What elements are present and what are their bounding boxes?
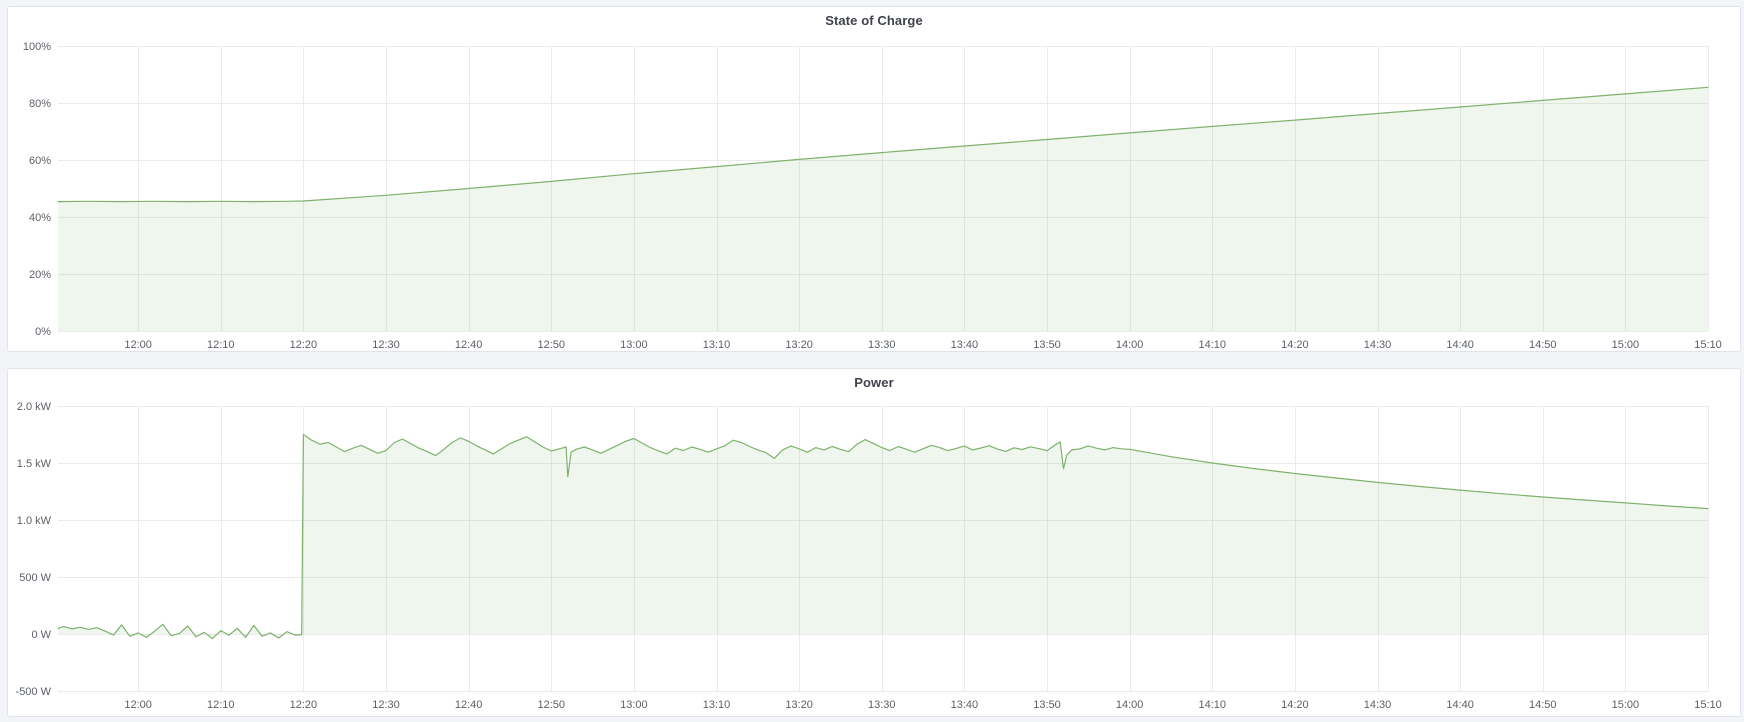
x-tick-label: 14:00 [1116,339,1144,351]
y-tick-label: 1.0 kW [17,515,52,527]
x-tick-label: 14:50 [1529,339,1557,351]
x-tick-label: 12:10 [207,339,235,351]
x-tick-label: 13:00 [620,699,648,711]
y-tick-label: 100% [23,41,51,53]
panel-title-state-of-charge[interactable]: State of Charge [825,13,923,28]
x-tick-label: 14:30 [1364,699,1392,711]
x-tick-label: 12:10 [207,699,235,711]
x-tick-label: 13:50 [1033,699,1061,711]
x-tick-label: 15:10 [1694,699,1722,711]
y-tick-label: 2.0 kW [17,401,52,413]
x-tick-label: 12:20 [290,339,318,351]
x-tick-label: 12:20 [290,699,318,711]
x-tick-label: 14:20 [1281,699,1309,711]
x-tick-label: 15:10 [1694,339,1722,351]
x-tick-label: 12:30 [372,339,400,351]
x-tick-label: 13:20 [785,339,813,351]
power-chart[interactable]: -500 W 0 W 500 W 1.0 kW 1.5 kW 2.0 kW 12:00 12:… [8,369,1740,716]
series-area [58,87,1708,331]
series-area [58,434,1708,639]
axis-labels: -500 W 0 W 500 W 1.0 kW 1.5 kW 2.0 kW 12:00 12:… [16,401,1722,711]
x-tick-label: 15:00 [1612,699,1640,711]
x-tick-label: 12:50 [537,699,565,711]
x-tick-label: 13:10 [703,339,731,351]
x-tick-label: 14:10 [1198,699,1226,711]
gridlines [58,406,1709,692]
y-tick-label: 60% [29,155,51,167]
x-tick-label: 13:00 [620,339,648,351]
x-tick-label: 14:10 [1198,339,1226,351]
y-tick-label: -500 W [16,686,52,698]
state-of-charge-chart[interactable]: 0% 20% 40% 60% 80% 100% 12:00 12:10 12:20 12:30 12… [8,7,1740,351]
panel-title-power[interactable]: Power [854,375,894,390]
x-tick-label: 13:30 [868,339,896,351]
y-tick-label: 500 W [19,572,51,584]
gridlines [58,46,1709,332]
x-tick-label: 13:40 [951,339,979,351]
series-line [57,433,1709,640]
x-tick-label: 12:00 [124,339,152,351]
y-tick-label: 80% [29,98,51,110]
y-tick-label: 0 W [31,629,51,641]
y-tick-label: 40% [29,212,51,224]
x-tick-label: 13:30 [868,699,896,711]
x-tick-label: 14:00 [1116,699,1144,711]
x-tick-label: 13:50 [1033,339,1061,351]
x-tick-label: 15:00 [1612,339,1640,351]
x-tick-label: 13:40 [951,699,979,711]
x-tick-label: 13:20 [785,699,813,711]
y-tick-label: 0% [35,326,51,338]
x-tick-label: 14:40 [1446,339,1474,351]
x-tick-label: 13:10 [703,699,731,711]
x-tick-label: 12:30 [372,699,400,711]
panel-state-of-charge: State of Charge 0% 20% 40% 60% 80% 100% 12:00 1… [7,6,1741,352]
y-tick-label: 1.5 kW [17,458,52,470]
x-tick-label: 12:50 [537,339,565,351]
axis-labels: 0% 20% 40% 60% 80% 100% 12:00 12:10 12:20 12:30 12… [23,41,1722,351]
x-tick-label: 12:40 [455,699,483,711]
x-tick-label: 14:50 [1529,699,1557,711]
panel-power: Power -500 W 0 W 500 W 1.0 kW 1.5 kW 2.0 kW 12… [7,368,1741,717]
x-tick-label: 12:00 [124,699,152,711]
y-tick-label: 20% [29,269,51,281]
x-tick-label: 12:40 [455,339,483,351]
series-line [57,86,1709,203]
x-tick-label: 14:30 [1364,339,1392,351]
x-tick-label: 14:20 [1281,339,1309,351]
x-tick-label: 14:40 [1446,699,1474,711]
